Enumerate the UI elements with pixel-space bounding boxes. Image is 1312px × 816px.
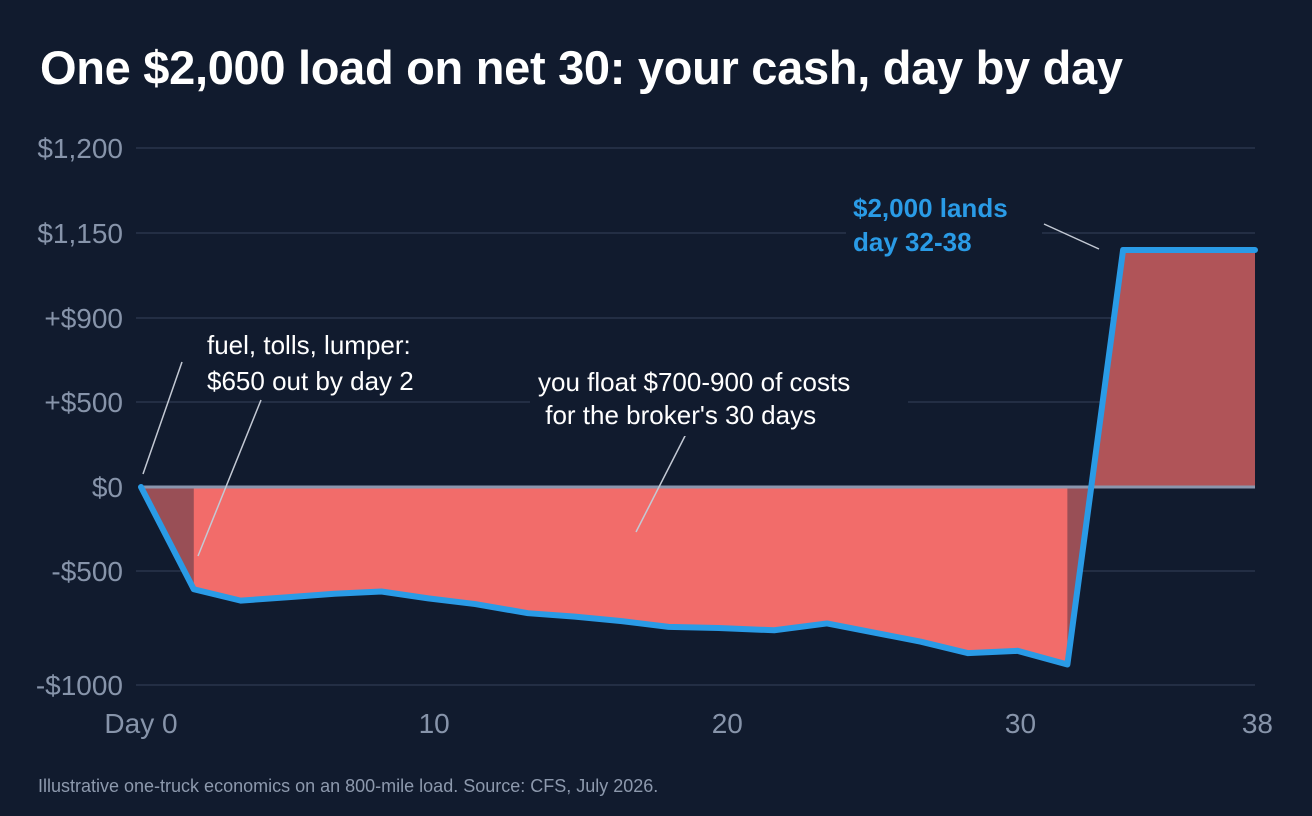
x-axis-ticks: Day 0 10 20 30 38 xyxy=(104,708,1273,739)
x-tick-label: 20 xyxy=(712,708,743,739)
y-axis-ticks: $1,200 $1,150 +$900 +$500 $0 -$500 -$1000 xyxy=(36,133,123,701)
annotation-leader-day2 xyxy=(197,399,262,557)
annotation-float-line2: for the broker's 30 days xyxy=(538,400,816,430)
y-tick-label: $1,150 xyxy=(37,218,123,249)
annotation-lands-line1: $2,000 lands xyxy=(853,193,1008,223)
chart-title: One $2,000 load on net 30: your cash, da… xyxy=(40,41,1123,94)
annotation-leader-float xyxy=(635,433,687,533)
x-tick-label: 38 xyxy=(1242,708,1273,739)
source-footnote: Illustrative one-truck economics on an 8… xyxy=(38,776,659,796)
area-fills xyxy=(141,250,1255,665)
y-tick-label: -$1000 xyxy=(36,670,123,701)
cash-balance-line xyxy=(138,247,1258,668)
annotation-float-line1: you float $700-900 of costs xyxy=(538,367,850,397)
x-tick-label: Day 0 xyxy=(104,708,177,739)
y-tick-label: +$500 xyxy=(44,387,123,418)
annotation-lands-line2: day 32-38 xyxy=(853,227,972,257)
x-tick-label: 30 xyxy=(1005,708,1036,739)
annotations: fuel, tolls, lumper: $650 out by day 2 y… xyxy=(142,192,1100,557)
annotation-leader-lands xyxy=(1043,223,1100,250)
negative-cash-area xyxy=(141,487,1092,665)
cash-line xyxy=(138,247,1258,668)
y-tick-label: $1,200 xyxy=(37,133,123,164)
positive-cash-area xyxy=(1091,250,1255,487)
x-tick-label: 10 xyxy=(419,708,450,739)
annotation-leader-day0 xyxy=(142,361,183,475)
annotation-fuel-line1: fuel, tolls, lumper: xyxy=(207,330,411,360)
y-tick-label: +$900 xyxy=(44,303,123,334)
y-tick-label: $0 xyxy=(92,472,123,503)
y-tick-label: -$500 xyxy=(51,556,123,587)
annotation-fuel-line2: $650 out by day 2 xyxy=(207,366,414,396)
